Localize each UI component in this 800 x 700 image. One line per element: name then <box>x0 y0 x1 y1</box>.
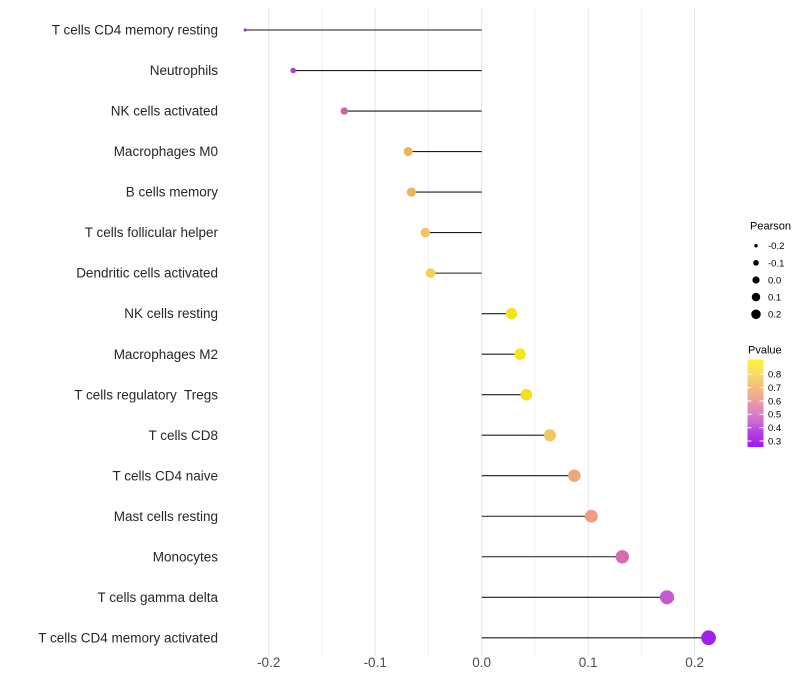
size-legend-title: Pearson <box>750 221 791 233</box>
lollipop-dot <box>403 147 413 157</box>
category-label: T cells CD4 memory activated <box>38 630 218 645</box>
category-label: NK cells activated <box>111 104 218 119</box>
category-label: Neutrophils <box>150 63 219 78</box>
colorbar-label: 0.3 <box>768 436 781 447</box>
colorbar-label: 0.8 <box>768 370 781 381</box>
lollipop-dot <box>290 67 296 74</box>
x-tick-label: 0.2 <box>685 655 704 670</box>
category-label: T cells CD8 <box>148 428 218 443</box>
lollipop-dot <box>420 227 431 238</box>
category-label: T cells regulatory Tregs <box>74 387 218 402</box>
lollipop-dot <box>568 469 581 482</box>
category-label: T cells CD4 naive <box>112 468 218 483</box>
size-legend-dot <box>751 292 761 302</box>
x-tick-label: -0.2 <box>257 655 280 670</box>
lollipop-dot <box>425 268 436 278</box>
lollipop-dot <box>659 590 675 605</box>
colorbar-label: 0.5 <box>768 410 781 421</box>
colorbar-label: 0.4 <box>768 423 781 434</box>
size-legend-label: 0.2 <box>768 310 781 321</box>
category-label: T cells follicular helper <box>85 225 219 240</box>
size-legend-dot <box>753 260 759 266</box>
x-tick-label: 0.0 <box>472 655 491 670</box>
size-legend-dot <box>754 243 758 248</box>
lollipop-dot <box>505 307 518 320</box>
colorbar-title: Pvalue <box>748 345 782 357</box>
category-label: Macrophages M2 <box>114 347 218 362</box>
category-label: T cells gamma delta <box>97 590 218 605</box>
category-label: Monocytes <box>153 549 219 564</box>
x-tick-label: 0.1 <box>579 655 598 670</box>
lollipop-dot <box>406 187 416 197</box>
category-label: T cells CD4 memory resting <box>52 23 218 38</box>
size-legend-label: 0.0 <box>768 275 781 286</box>
size-legend-label: -0.1 <box>768 258 784 269</box>
size-legend-dot <box>752 276 760 284</box>
lollipop-dot <box>584 509 598 523</box>
lollipop-dot <box>615 550 629 564</box>
colorbar-label: 0.7 <box>768 383 781 394</box>
category-label: Mast cells resting <box>114 509 218 524</box>
category-label: NK cells resting <box>124 306 218 321</box>
category-label: B cells memory <box>126 185 219 200</box>
colorbar <box>747 359 764 447</box>
category-label: Macrophages M0 <box>114 144 218 159</box>
lollipop-dot <box>514 348 526 360</box>
lollipop-dot <box>701 630 716 646</box>
lollipop-dot <box>543 429 556 442</box>
size-legend-label: 0.1 <box>768 293 781 304</box>
colorbar-label: 0.6 <box>768 396 781 407</box>
lollipop-dot <box>340 107 348 115</box>
lollipop-dot <box>520 388 533 401</box>
size-legend-label: -0.2 <box>768 241 784 252</box>
category-label: Dendritic cells activated <box>76 266 218 281</box>
x-tick-label: -0.1 <box>364 655 387 670</box>
size-legend-dot <box>751 309 761 320</box>
lollipop-dot <box>243 28 247 32</box>
